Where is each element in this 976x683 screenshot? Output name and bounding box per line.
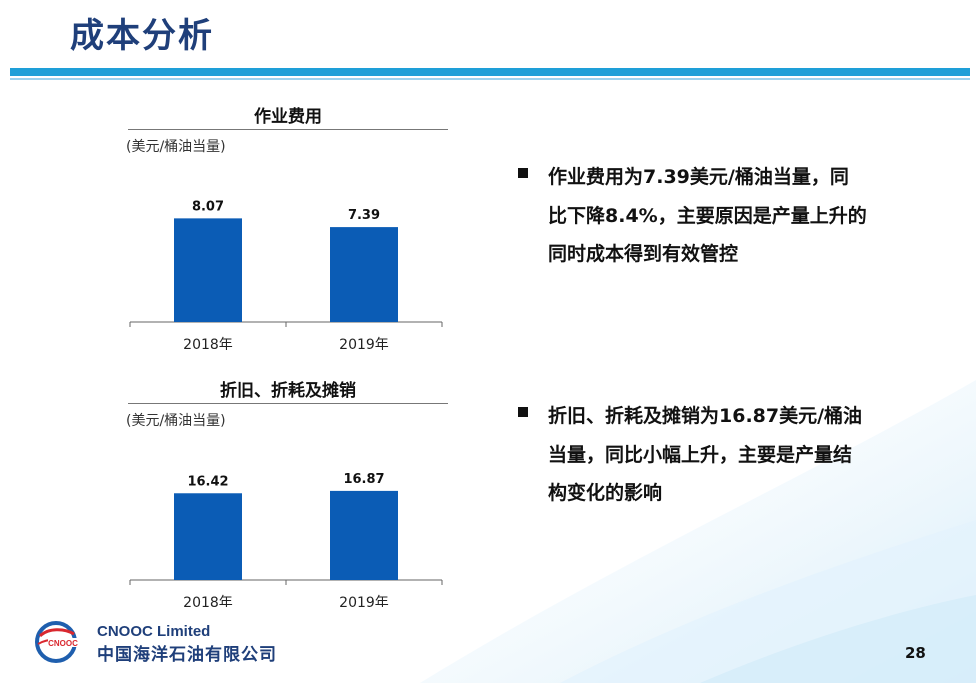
chart-title: 折旧、折耗及摊销	[220, 381, 356, 401]
x-tick-label: 2018年	[183, 337, 233, 350]
bullet-square-icon	[518, 407, 528, 417]
bullet-text: 折旧、折耗及摊销为16.87美元/桶油 当量，同比小幅上升，主要是产量结 构变化…	[548, 397, 893, 513]
svg-text:CNOOC: CNOOC	[48, 639, 78, 648]
x-tick-label: 2018年	[183, 595, 233, 607]
chart-unit-label: (美元/桶油当量)	[126, 139, 226, 155]
bar-chart: 16.42 2018年 16.87 2019年	[129, 472, 443, 607]
x-tick-label: 2019年	[339, 595, 389, 607]
chart-title-rule	[128, 129, 448, 130]
bullet-text: 作业费用为7.39美元/桶油当量，同 比下降8.4%，主要原因是产量上升的 同时…	[548, 158, 893, 274]
bullet-line: 作业费用为7.39美元/桶油当量，同	[548, 166, 849, 188]
cnooc-logo-icon: CNOOC	[35, 621, 78, 663]
bullet-square-icon	[518, 168, 528, 178]
header-rule-thin	[10, 78, 970, 80]
x-tick-label: 2019年	[339, 337, 389, 350]
page-number: 28	[905, 644, 926, 662]
chart-unit-label: (美元/桶油当量)	[126, 413, 226, 429]
bullet-item: 作业费用为7.39美元/桶油当量，同 比下降8.4%，主要原因是产量上升的 同时…	[518, 158, 918, 278]
company-name-chinese: 中国海洋石油有限公司	[97, 645, 277, 665]
chart-operating-cost: 作业费用 (美元/桶油当量) 8.07 2018年 7.39 2019年	[118, 100, 458, 360]
data-label: 16.42	[187, 474, 228, 489]
slide-title: 成本分析	[70, 16, 214, 56]
bullet-line: 构变化的影响	[548, 482, 663, 504]
bar-chart: 8.07 2018年 7.39 2019年	[129, 199, 443, 350]
company-name-english: CNOOC Limited	[97, 623, 211, 640]
data-label: 8.07	[192, 199, 224, 214]
bullet-line: 同时成本得到有效管控	[548, 243, 739, 265]
bar-2018年	[174, 218, 242, 322]
chart-title-rule	[128, 403, 448, 404]
bullet-line: 比下降8.4%，主要原因是产量上升的	[548, 204, 867, 227]
bullet-line: 折旧、折耗及摊销为16.87美元/桶油	[548, 405, 863, 427]
bar-2018年	[174, 493, 242, 580]
chart-dda: 折旧、折耗及摊销 (美元/桶油当量) 16.42 2018年 16.87 2019年	[118, 372, 458, 612]
bullet-line: 当量，同比小幅上升，主要是产量结	[548, 443, 853, 466]
header-rule	[10, 68, 970, 76]
bar-2019年	[330, 227, 398, 322]
bar-2019年	[330, 490, 398, 580]
chart-title: 作业费用	[254, 107, 322, 127]
data-label: 16.87	[343, 472, 384, 487]
data-label: 7.39	[348, 208, 380, 223]
bullet-item: 折旧、折耗及摊销为16.87美元/桶油 当量，同比小幅上升，主要是产量结 构变化…	[518, 397, 918, 517]
